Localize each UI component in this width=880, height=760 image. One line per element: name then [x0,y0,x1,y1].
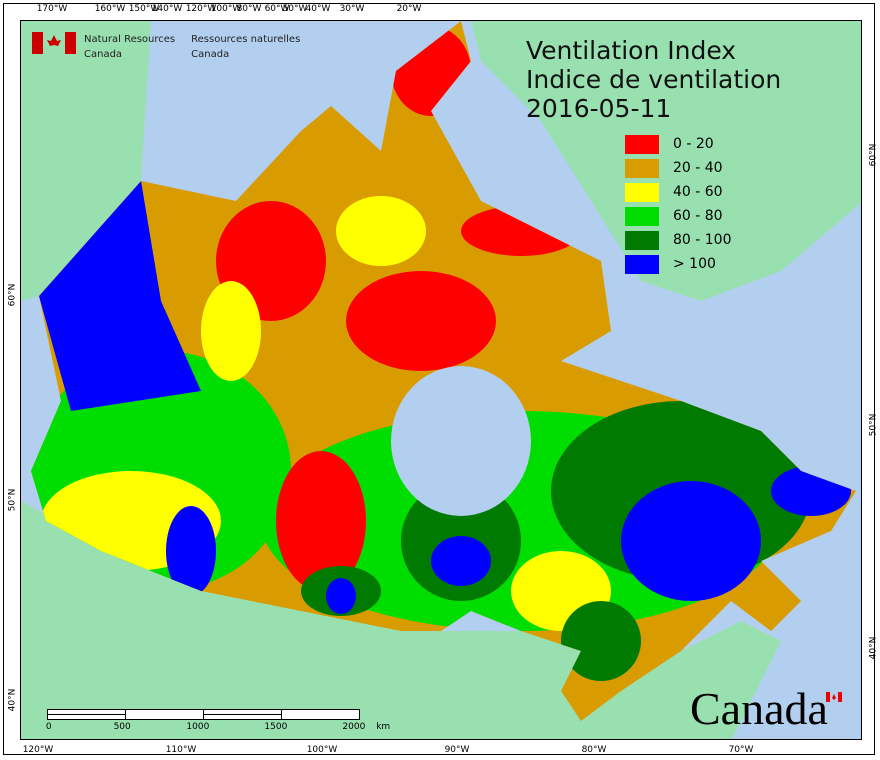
legend-item: > 100 [625,254,732,274]
field-over-100 [621,481,761,601]
right-tick: 50°N [868,413,879,437]
scale-bar: 0 500 1000 1500 2000 km [46,706,390,732]
top-tick: 50°W [282,4,308,14]
legend-item: 20 - 40 [625,158,732,178]
left-tick: 40°N [7,688,18,712]
legend-item: 40 - 60 [625,182,732,202]
legend-swatch [625,206,659,226]
top-tick: 120°W [185,4,217,14]
wordmark-flag-icon [826,692,842,702]
legend-item: 80 - 100 [625,230,732,250]
legend-swatch [625,254,659,274]
top-tick: 150°W [128,4,160,14]
legend-label: > 100 [673,256,716,272]
bottom-tick: 100°W [306,745,338,755]
legend-swatch [625,134,659,154]
agency-fr-line1: Ressources naturelles [191,34,301,45]
field-over-100 [431,536,491,586]
field-40-60 [201,281,261,381]
right-tick: 40°N [868,636,879,660]
field-over-100 [771,466,851,516]
legend-item: 60 - 80 [625,206,732,226]
legend-swatch [625,158,659,178]
scale-label: 500 [113,722,131,732]
bottom-tick: 70°W [728,745,754,755]
scale-label: 0 [45,722,52,732]
scale-unit: km [376,722,391,732]
agency-en-line1: Natural Resources [84,34,176,45]
scale-label: 2000 [342,722,366,732]
outer-frame [3,3,875,755]
title-fr: Indice de ventilation [526,65,782,94]
hudson-bay [391,366,531,516]
agency-fr-line2: Canada [191,49,230,60]
usa [21,501,781,739]
scale-label: 1500 [264,722,288,732]
legend-label: 40 - 60 [673,184,723,200]
title-en: Ventilation Index [526,36,737,65]
top-tick: 20°W [396,4,422,14]
wordmark-text: Canada [690,683,828,734]
title-date: 2016-05-11 [526,94,672,123]
ventilation-map [21,21,861,739]
field-0-20 [461,206,581,256]
field-over-100 [166,506,216,596]
canada-flag-icon [32,32,76,54]
legend: 0 - 20 20 - 40 40 - 60 60 - 80 80 - 100 … [625,134,732,278]
top-tick: 170°W [36,4,68,14]
legend-swatch [625,230,659,250]
field-80-100 [561,601,641,681]
bottom-tick: 80°W [581,745,607,755]
field-over-100 [39,181,201,411]
field-40-60 [336,196,426,266]
map-title: Ventilation Index Indice de ventilation … [526,36,781,123]
field-0-20 [391,26,471,116]
field-0-20 [276,451,366,591]
top-tick: 30°W [339,4,365,14]
top-tick: 160°W [94,4,126,14]
bottom-tick: 110°W [165,745,197,755]
map-area[interactable] [20,20,862,740]
legend-label: 80 - 100 [673,232,732,248]
bottom-tick: 120°W [22,745,54,755]
scale-bar-graphic [47,709,360,720]
legend-label: 20 - 40 [673,160,723,176]
legend-label: 60 - 80 [673,208,723,224]
agency-en-line2: Canada [84,49,123,60]
legend-item: 0 - 20 [625,134,732,154]
top-tick: 100°W [210,4,242,14]
greenland [471,21,861,301]
top-tick: 140°W [151,4,183,14]
legend-swatch [625,182,659,202]
top-tick: 40°W [305,4,331,14]
field-0-20 [346,271,496,371]
left-tick: 50°N [7,488,18,512]
top-tick: 80°W [236,4,262,14]
scale-label: 1000 [186,722,210,732]
field-over-100 [326,578,356,614]
left-tick: 60°N [7,283,18,307]
top-tick: 60°W [264,4,290,14]
alaska [21,21,151,301]
legend-label: 0 - 20 [673,136,714,152]
nrcan-signature: Natural Resources Canada Ressources natur… [32,32,300,62]
bottom-tick: 90°W [444,745,470,755]
canada-wordmark: Canada [690,682,842,735]
right-tick: 60°N [868,143,879,167]
